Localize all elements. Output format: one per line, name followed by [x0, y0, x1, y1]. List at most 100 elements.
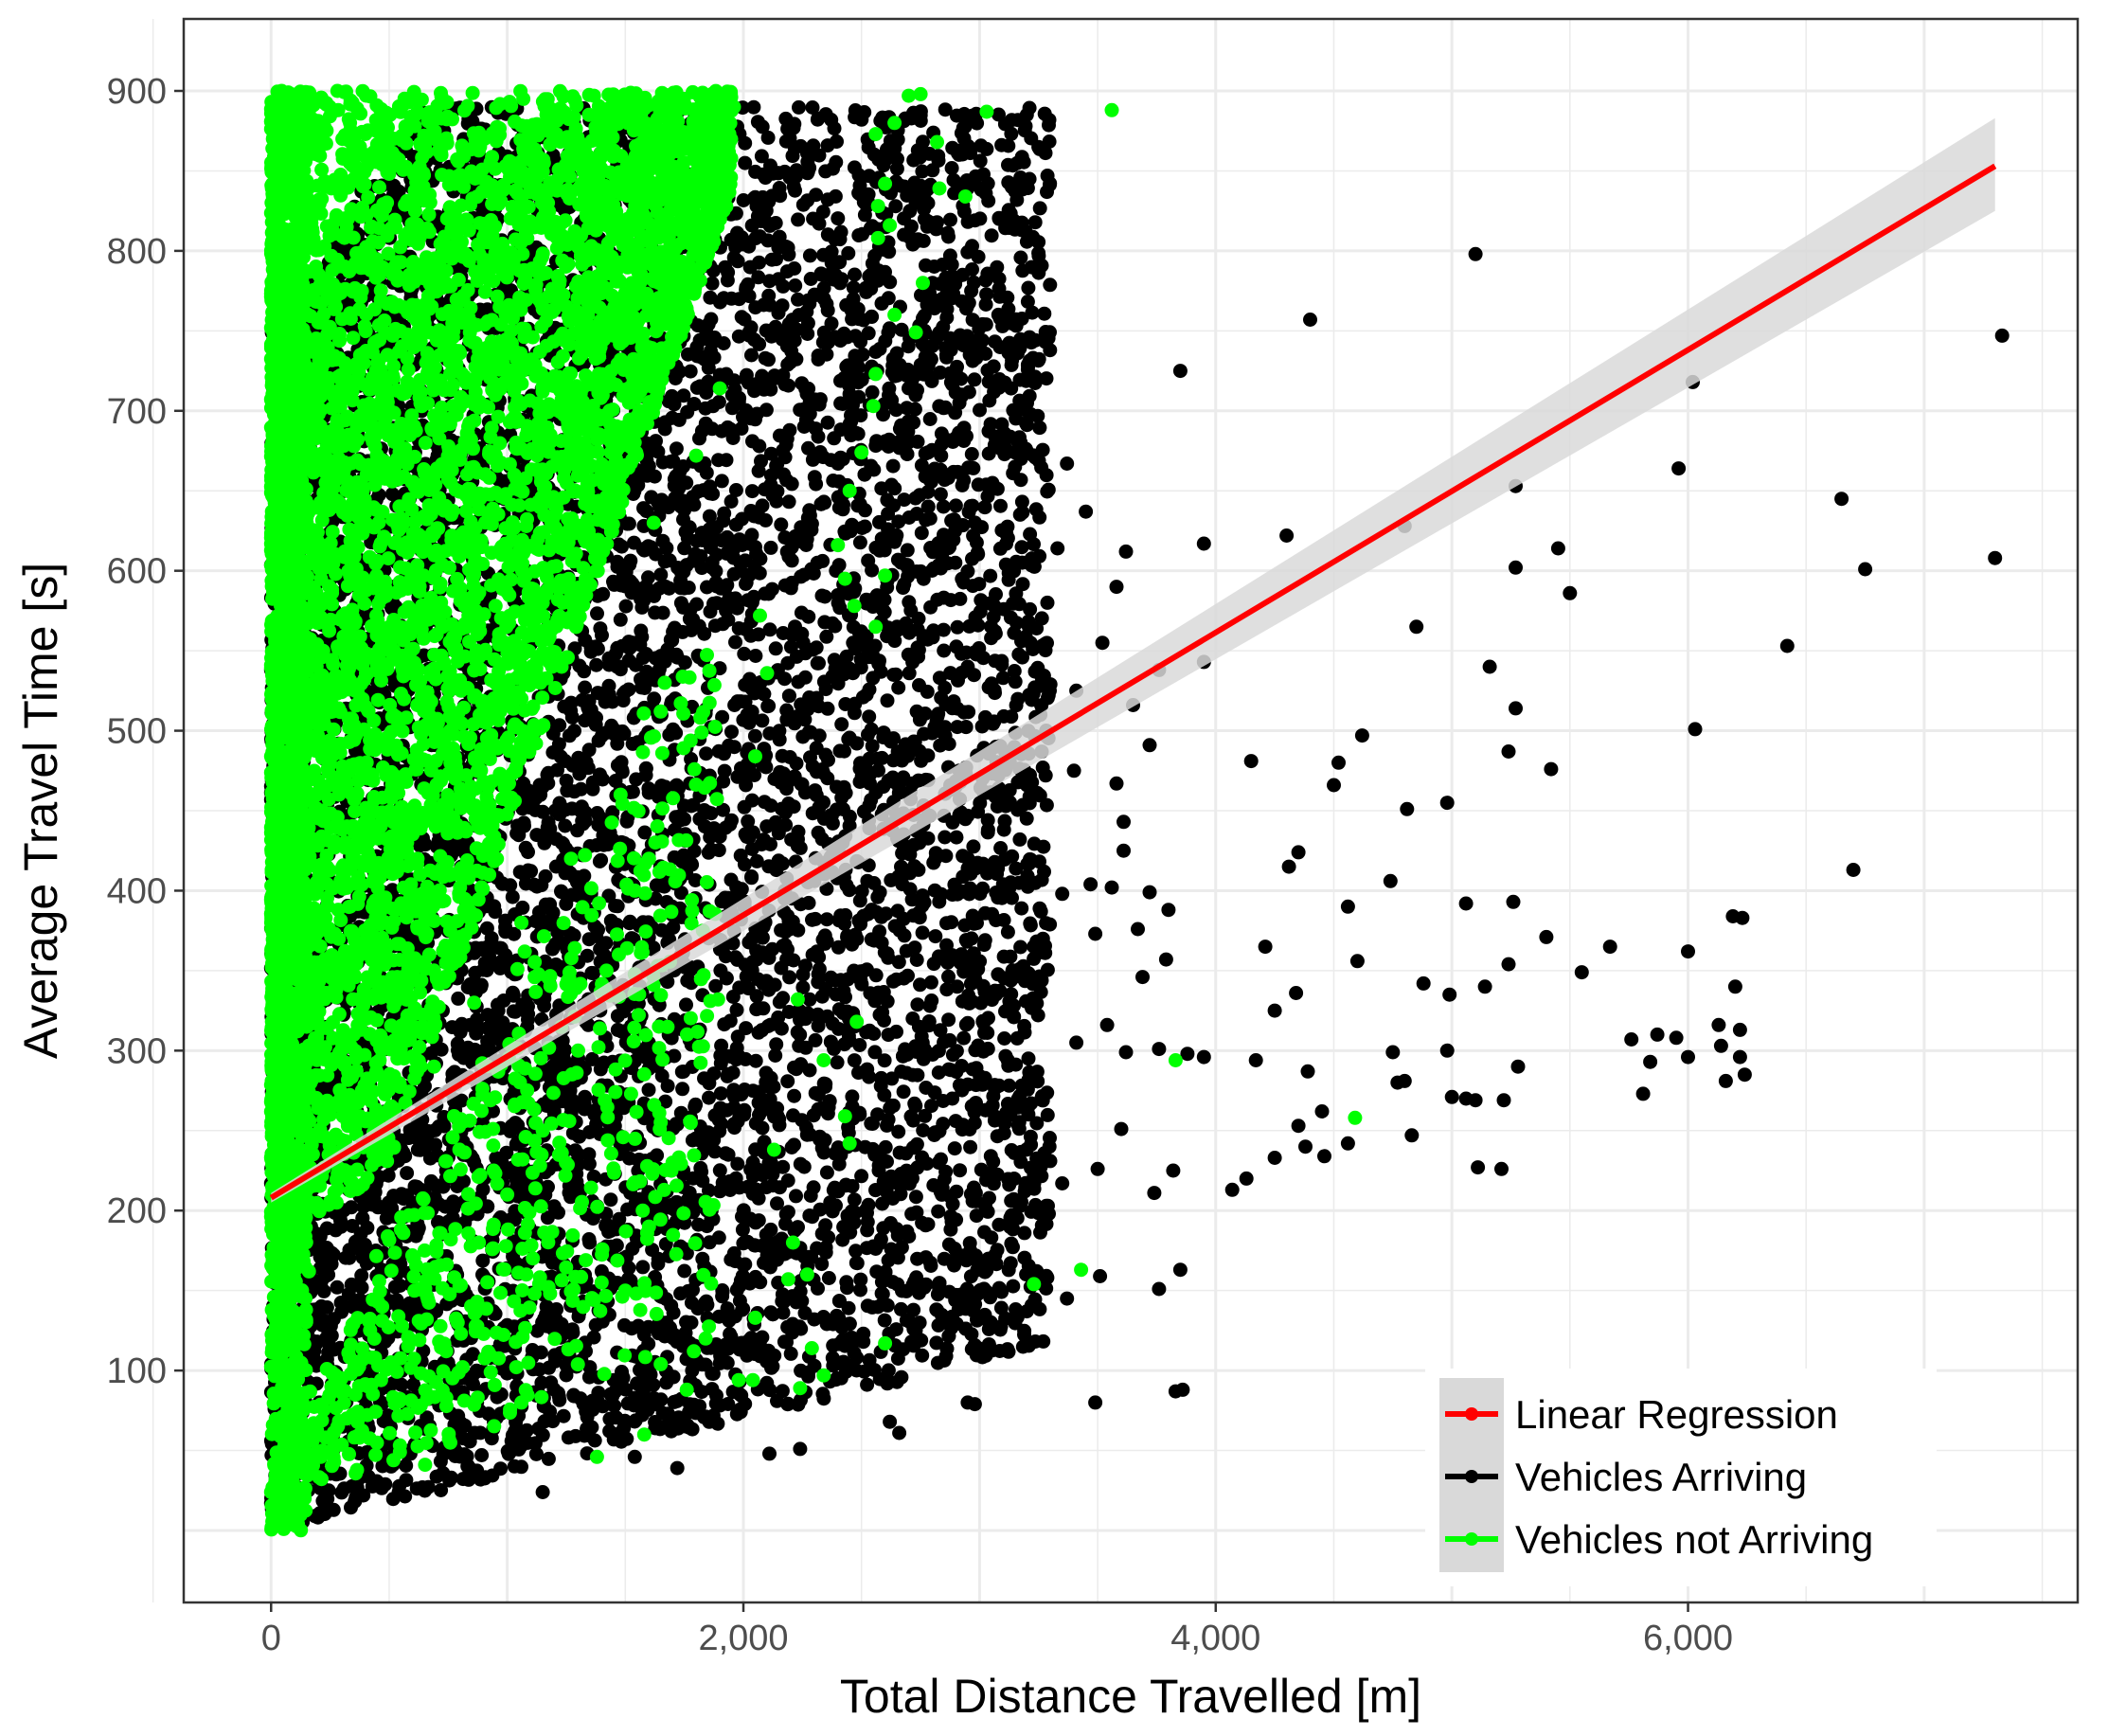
arriving-point: [1012, 507, 1027, 522]
arriving-point: [984, 228, 999, 243]
arriving-point: [735, 1222, 750, 1237]
arriving-point: [728, 206, 743, 221]
arriving-point: [826, 161, 840, 176]
arriving-point: [902, 1229, 917, 1244]
arriving-point: [744, 484, 759, 499]
arriving-point: [990, 260, 1005, 275]
arriving-point: [910, 232, 925, 247]
arriving-point: [886, 668, 902, 682]
arriving-point: [755, 368, 770, 384]
arriving-point: [923, 541, 938, 555]
arriving-point: [734, 882, 749, 897]
arriving-point: [755, 713, 770, 728]
arriving-point: [782, 970, 797, 985]
arriving-point: [927, 883, 942, 898]
arriving-point: [794, 1363, 809, 1378]
arriving-point: [797, 670, 813, 685]
arriving-point: [978, 297, 993, 312]
arriving-point: [941, 229, 956, 244]
arriving-point: [474, 1448, 490, 1462]
arriving-point: [713, 1086, 728, 1101]
arriving-point: [930, 709, 945, 724]
arriving-point: [880, 693, 895, 708]
arriving-point: [899, 943, 914, 958]
arriving-point: [622, 557, 637, 572]
arriving-point: [966, 839, 981, 854]
arriving-point: [950, 619, 965, 635]
arriving-point: [1011, 647, 1027, 662]
arriving-point: [991, 107, 1006, 122]
arriving-point: [908, 1190, 923, 1205]
arriving-point: [330, 1280, 345, 1295]
arriving-point: [953, 1163, 968, 1178]
arriving-point: [912, 488, 927, 503]
arriving-point: [491, 940, 507, 956]
arriving-point: [739, 1021, 754, 1036]
arriving-point: [589, 657, 604, 672]
arriving-point: [724, 872, 739, 887]
arriving-point: [814, 588, 830, 603]
arriving-point: [986, 359, 1001, 374]
arriving-point: [993, 498, 1008, 513]
arriving-point: [556, 1408, 571, 1423]
arriving-point: [943, 1208, 958, 1224]
arriving-point: [930, 592, 945, 607]
arriving-point: [910, 383, 924, 398]
arriving-point: [933, 487, 948, 502]
arriving-point: [1026, 642, 1041, 656]
arriving-point: [848, 267, 862, 282]
arriving-point: [744, 869, 759, 884]
arriving-point: [683, 364, 698, 379]
arriving-point: [1021, 614, 1036, 629]
arriving-point: [1017, 1226, 1032, 1241]
arriving-point: [909, 1136, 924, 1152]
arriving-point: [994, 653, 1009, 669]
arriving-point: [739, 403, 754, 418]
arriving-point: [507, 1459, 522, 1474]
arriving-point: [787, 1088, 802, 1103]
arriving-point: [865, 385, 880, 400]
arriving-point: [615, 539, 629, 554]
arriving-point: [655, 605, 670, 620]
arriving-point: [489, 1151, 504, 1166]
arriving-point: [763, 540, 778, 555]
arriving-point: [705, 276, 720, 291]
arriving-point: [1014, 540, 1029, 555]
arriving-point: [700, 580, 714, 595]
arriving-point: [717, 506, 732, 521]
arriving-point: [1021, 1051, 1036, 1066]
arriving-point: [752, 565, 767, 581]
arriving-point: [616, 1317, 632, 1333]
arriving-point: [878, 333, 893, 349]
arriving-point: [996, 822, 1011, 837]
arriving-point: [559, 896, 574, 911]
arriving-point: [819, 347, 834, 362]
arriving-point: [1013, 250, 1028, 265]
arriving-point: [1034, 611, 1049, 626]
arriving-point: [977, 1225, 991, 1240]
arriving-point: [819, 1165, 834, 1180]
arriving-point: [894, 1301, 908, 1316]
arriving-point: [891, 680, 906, 695]
arriving-point: [983, 417, 998, 432]
arriving-point: [677, 1263, 692, 1279]
arriving-point: [1039, 371, 1054, 386]
arriving-point: [967, 616, 982, 631]
arriving-point: [961, 385, 976, 400]
arriving-point: [979, 287, 994, 302]
arriving-point: [939, 916, 954, 931]
arriving-point: [739, 372, 754, 386]
arriving-point: [937, 643, 952, 658]
arriving-point: [584, 965, 599, 980]
arriving-point: [590, 806, 605, 820]
arriving-point: [967, 372, 982, 387]
arriving-point: [791, 212, 806, 227]
arriving-point: [711, 395, 726, 409]
arriving-point: [677, 581, 692, 596]
arriving-point: [730, 769, 745, 784]
arriving-point: [729, 1002, 744, 1017]
arriving-point: [729, 1282, 744, 1298]
arriving-point: [792, 99, 806, 115]
arriving-point: [847, 160, 862, 175]
arriving-point: [1020, 295, 1035, 309]
